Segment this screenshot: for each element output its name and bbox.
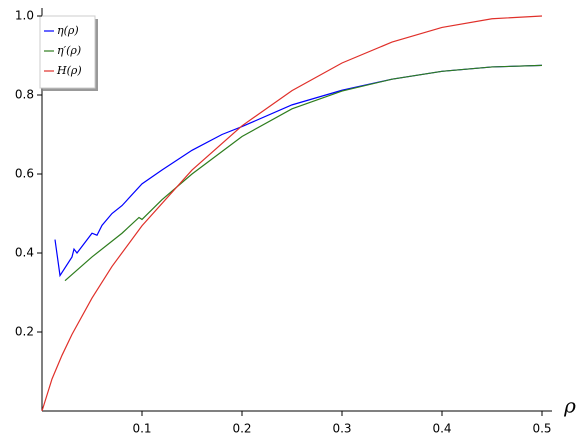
y-tick-label: 1.0	[15, 9, 34, 23]
legend-label: H(ρ)	[56, 64, 82, 77]
y-tick-label: 0.8	[15, 88, 34, 102]
series-line	[41, 15, 543, 412]
x-tick-label: 0.3	[332, 422, 351, 436]
y-tick-label: 0.4	[15, 246, 34, 260]
x-tick-label: 0.1	[132, 422, 151, 436]
y-tick-label: 0.2	[15, 325, 34, 339]
x-tick-label: 0.2	[232, 422, 251, 436]
legend: η(ρ) η′(ρ) H(ρ)	[39, 15, 98, 91]
x-tick-label: 0.4	[432, 422, 451, 436]
y-tick-label: 0.6	[15, 167, 34, 181]
x-axis-label: ρ	[563, 394, 576, 418]
legend-box	[39, 15, 96, 89]
series-line	[64, 64, 543, 282]
legend-label: η′(ρ)	[57, 44, 81, 57]
x-tick-label: 0.5	[532, 422, 551, 436]
legend-label: η(ρ)	[57, 24, 79, 37]
